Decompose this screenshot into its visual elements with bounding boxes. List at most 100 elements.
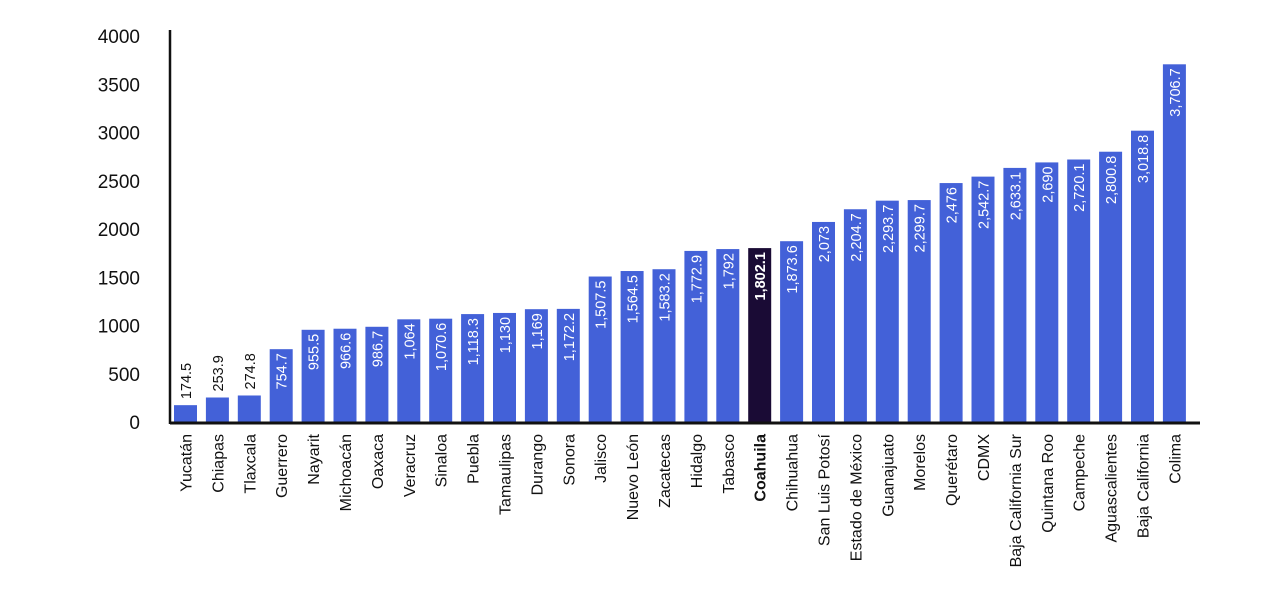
- value-label: 1,507.5: [594, 281, 610, 329]
- y-axis-ticks: 0 500 1000 1500 2000 2500 3000 3500 4000: [98, 27, 140, 434]
- x-tick-label: Yucatán: [179, 434, 196, 492]
- x-tick-label: Aguascalientes: [1104, 434, 1121, 543]
- x-axis-ticks: Yucatán Chiapas Tlaxcala Guerrero Nayarit Mic…: [179, 433, 1185, 567]
- bar: [205, 397, 229, 422]
- value-label: 3,018.8: [1136, 135, 1152, 183]
- x-tick-label: Guerrero: [274, 434, 291, 498]
- bar: [812, 221, 835, 422]
- bar: [237, 395, 261, 422]
- value-label: 1,169: [530, 313, 546, 349]
- x-tick-label: Guanajuato: [880, 434, 897, 517]
- x-tick-label: San Luis Potosí: [817, 433, 834, 546]
- x-tick-label: Durango: [529, 434, 546, 495]
- x-tick-label: Baja California Sur: [1008, 433, 1025, 567]
- value-label: 2,073: [817, 226, 833, 262]
- value-label: 274.8: [243, 353, 259, 389]
- y-tick-label: 500: [108, 365, 140, 386]
- x-tick-label: Zacatecas: [657, 434, 674, 508]
- x-tick-label: Sonora: [561, 434, 578, 486]
- value-label: 1,064: [402, 323, 418, 359]
- bar: [716, 249, 740, 422]
- y-tick-label: 2500: [98, 172, 140, 193]
- x-tick-label: Coahuila: [753, 434, 770, 502]
- value-label: 1,070.6: [434, 323, 450, 371]
- bar: [780, 241, 804, 422]
- value-label: 2,633.1: [1008, 172, 1024, 220]
- x-tick-label: Sinaloa: [434, 434, 451, 487]
- x-tick-label: Jalisco: [593, 434, 610, 483]
- x-tick-label: Baja California: [1136, 434, 1153, 538]
- y-tick-label: 1500: [98, 268, 140, 289]
- value-label: 1,172.2: [562, 313, 578, 361]
- value-label: 2,476: [945, 187, 961, 223]
- bar: [1003, 167, 1027, 422]
- value-label: 2,800.8: [1104, 156, 1120, 204]
- bar: [397, 319, 421, 422]
- bar: [620, 271, 644, 422]
- value-label: 2,299.7: [913, 204, 929, 252]
- value-label: 966.6: [339, 333, 355, 369]
- x-tick-label: Veracruz: [402, 434, 419, 497]
- x-tick-label: Nayarit: [306, 433, 323, 484]
- x-tick-label: Tamaulipas: [498, 434, 515, 515]
- value-label: 1,118.3: [466, 318, 482, 365]
- value-label: 1,772.9: [689, 255, 705, 303]
- y-tick-label: 3000: [98, 124, 140, 145]
- x-tick-label: Tabasco: [721, 434, 738, 494]
- bar: [493, 312, 516, 422]
- bar: [843, 209, 867, 422]
- bar: [524, 309, 548, 422]
- value-label: 1,583.2: [658, 273, 674, 321]
- bar: [971, 176, 995, 422]
- x-tick-label: CDMX: [976, 434, 993, 481]
- value-label: 2,542.7: [977, 181, 993, 229]
- bar: [1099, 151, 1123, 423]
- value-label: 955.5: [307, 334, 323, 370]
- bar: [269, 349, 293, 422]
- x-tick-label: Querétaro: [944, 434, 961, 506]
- bar: [652, 269, 676, 422]
- x-tick-label: Chihuahua: [785, 434, 802, 512]
- x-tick-label: Oaxaca: [370, 434, 387, 489]
- bar: [174, 405, 197, 422]
- value-label: 2,690: [1040, 166, 1056, 202]
- bar: [939, 183, 963, 422]
- value-labels-group: 174.5 253.9 274.8 754.7 955.5 966.6 986.7 1,064…: [179, 68, 1184, 399]
- x-tick-label: Nuevo León: [625, 434, 642, 520]
- value-label: 1,564.5: [626, 275, 642, 323]
- x-tick-label: Puebla: [466, 434, 483, 484]
- x-tick-label: Campeche: [1072, 434, 1089, 511]
- x-tick-label: Michoacán: [338, 434, 355, 511]
- x-tick-label: Colima: [1167, 434, 1184, 484]
- y-tick-label: 2000: [98, 220, 140, 241]
- bar: [748, 248, 772, 422]
- y-tick-label: 3500: [98, 75, 140, 96]
- value-label: 1,873.6: [785, 245, 801, 293]
- value-label: 2,293.7: [881, 205, 897, 253]
- bar: [1067, 159, 1091, 422]
- bar: [301, 329, 325, 422]
- x-tick-label: Morelos: [912, 434, 929, 491]
- x-tick-label: Estado de México: [848, 434, 865, 561]
- value-label: 2,720.1: [1072, 164, 1088, 212]
- y-tick-label: 4000: [98, 27, 140, 48]
- bar: [365, 326, 389, 422]
- value-label: 3,706.7: [1168, 68, 1184, 116]
- y-tick-label: 0: [129, 413, 140, 434]
- bar: [684, 250, 708, 422]
- bar: [461, 314, 485, 422]
- x-tick-label: Tlaxcala: [242, 434, 259, 494]
- y-tick-label: 1000: [98, 317, 140, 338]
- bar: [1131, 130, 1154, 423]
- x-tick-label: Quintana Roo: [1040, 434, 1057, 533]
- bar: [333, 328, 357, 422]
- bar: [1035, 162, 1059, 423]
- bar: [907, 200, 931, 422]
- value-label: 2,204.7: [849, 213, 865, 261]
- value-label: 754.7: [275, 353, 291, 389]
- bar: [875, 200, 899, 422]
- value-label: 986.7: [370, 331, 386, 367]
- x-tick-label: Chiapas: [210, 434, 227, 493]
